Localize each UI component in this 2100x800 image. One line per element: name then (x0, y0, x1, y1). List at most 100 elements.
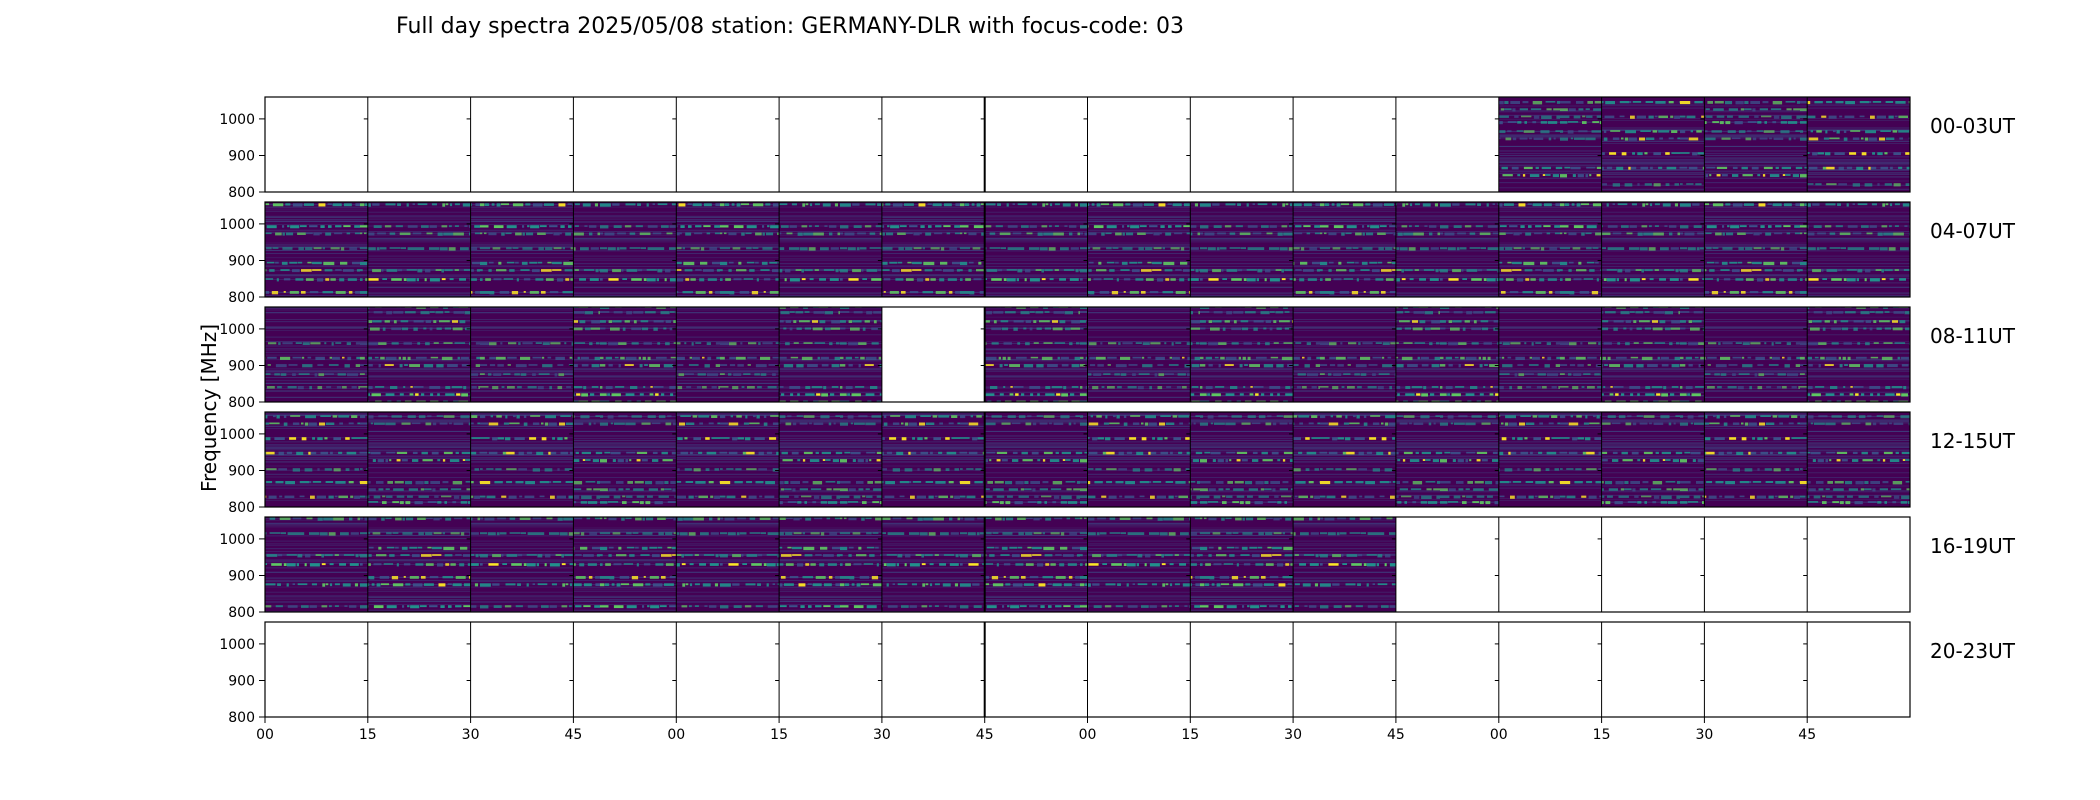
empty-panel (1190, 97, 1294, 192)
x-tick-label: 45 (976, 727, 994, 743)
x-tick-label: 30 (1284, 727, 1302, 743)
y-tick-label: 900 (228, 359, 255, 375)
empty-panel (1395, 97, 1499, 192)
empty-panel (1807, 622, 1910, 717)
spectrum-panel (1704, 202, 1808, 297)
row-label: 16-19UT (1930, 534, 2016, 558)
y-tick-label: 800 (228, 395, 255, 411)
spectrum-panel (1807, 412, 1910, 507)
spectrum-panel (676, 202, 780, 297)
empty-panel (1601, 622, 1705, 717)
spectrum-panel (1293, 307, 1396, 402)
spectrum-panel (1601, 97, 1705, 192)
y-tick-label: 900 (228, 569, 255, 585)
empty-panel (984, 97, 1088, 192)
row-16-19UT: 800 900 1000 16-19UT (219, 516, 2016, 621)
spectrum-panel (573, 307, 677, 402)
y-tick-label: 1000 (219, 217, 255, 233)
row-frame (264, 96, 1911, 193)
x-tick-label: 00 (1490, 727, 1508, 743)
spectrum-panel (779, 517, 882, 612)
empty-panel (1395, 517, 1499, 612)
x-tick-label: 30 (1695, 727, 1713, 743)
row-12-15UT: 800 900 1000 12-15UT (219, 411, 2016, 516)
x-tick-label: 15 (1593, 727, 1611, 743)
spectrum-panel (984, 307, 1088, 402)
empty-panel (1293, 622, 1396, 717)
row-08-11UT: 800 900 1000 08-11UT (219, 306, 2016, 411)
row-frame (264, 516, 1911, 613)
spectrum-panel (367, 412, 471, 507)
spectrum-panel (1807, 202, 1910, 297)
spectrum-panel (779, 307, 882, 402)
empty-panel (1601, 517, 1705, 612)
row-frame (264, 306, 1911, 403)
spectrum-panel (1498, 202, 1602, 297)
y-tick-label: 1000 (219, 637, 255, 653)
spectrum-panel (470, 517, 574, 612)
spectrum-panel (1704, 307, 1808, 402)
spectrum-panel (367, 307, 471, 402)
spectrum-panel (1087, 202, 1191, 297)
spectrum-panel (1601, 202, 1705, 297)
empty-panel (367, 97, 471, 192)
y-tick-label: 800 (228, 290, 255, 306)
y-tick-label: 1000 (219, 322, 255, 338)
spectrum-panel (265, 202, 368, 297)
spectrum-panel (881, 412, 985, 507)
spectrum-panel (881, 202, 985, 297)
spectrum-panel (265, 517, 368, 612)
spectrum-panel (881, 517, 985, 612)
spectrum-panel (1704, 97, 1808, 192)
empty-panel (1704, 517, 1808, 612)
empty-panel (1498, 622, 1602, 717)
empty-panel (1704, 622, 1808, 717)
row-label: 12-15UT (1930, 429, 2016, 453)
empty-panel (1087, 622, 1191, 717)
spectrum-panel (573, 202, 677, 297)
empty-panel (984, 622, 1088, 717)
empty-panel (1087, 97, 1191, 192)
spectrum-panel (1293, 412, 1396, 507)
row-00-03UT: 800 900 1000 00-03UT (219, 96, 2016, 201)
row-label: 00-03UT (1930, 114, 2016, 138)
spectrum-panel (1190, 412, 1294, 507)
empty-panel (676, 622, 780, 717)
row-20-23UT: 800 900 1000 20-23UT (219, 621, 2016, 726)
empty-panel (1293, 97, 1396, 192)
spectrum-panel (573, 517, 677, 612)
empty-panel (470, 622, 574, 717)
x-tick-label: 15 (1181, 727, 1199, 743)
spectrum-panel (1190, 517, 1294, 612)
spectrum-panel (1395, 202, 1499, 297)
spectrum-panel (676, 412, 780, 507)
y-tick-label: 800 (228, 500, 255, 516)
spectrum-panel (984, 202, 1088, 297)
x-tick-label: 15 (359, 727, 377, 743)
spectrum-panel (1293, 202, 1396, 297)
spectrum-panel (1601, 307, 1705, 402)
spectrum-panel (779, 202, 882, 297)
empty-panel (367, 622, 471, 717)
chart-title: Full day spectra 2025/05/08 station: GER… (396, 14, 1184, 39)
spectrum-panel (984, 412, 1088, 507)
spectrum-panel (1087, 517, 1191, 612)
spectrum-panel (1704, 412, 1808, 507)
spectrum-panel (1190, 202, 1294, 297)
y-axis-label: Frequency [MHz] (197, 324, 221, 492)
empty-panel (573, 622, 677, 717)
spectrum-panel (1807, 307, 1910, 402)
x-tick-label: 00 (667, 727, 685, 743)
empty-panel (881, 622, 985, 717)
spectrum-panel (779, 412, 882, 507)
spectrum-panel (573, 412, 677, 507)
spectrum-panel (1293, 517, 1396, 612)
empty-panel (573, 97, 677, 192)
empty-panel (1498, 517, 1602, 612)
row-label: 08-11UT (1930, 324, 2016, 348)
spectrum-panel (265, 412, 368, 507)
row-label: 04-07UT (1930, 219, 2016, 243)
spectrum-panel (1498, 307, 1602, 402)
row-04-07UT: 800 900 1000 04-07UT (219, 201, 2016, 306)
